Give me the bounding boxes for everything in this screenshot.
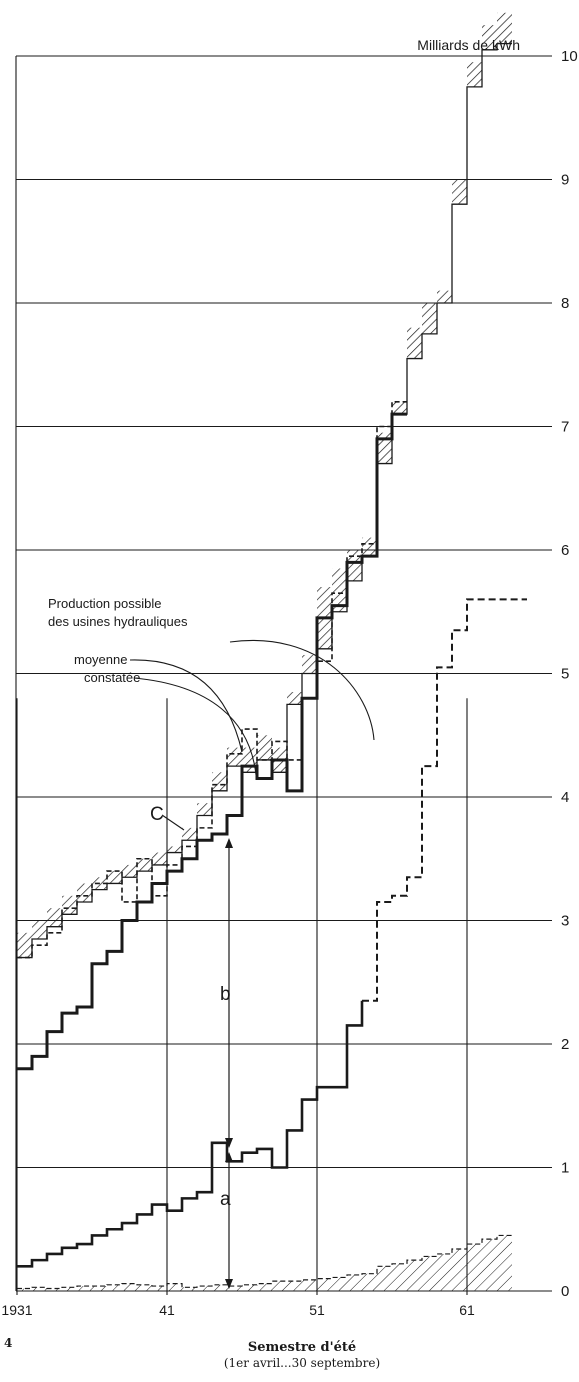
band-step-1940 — [152, 852, 167, 865]
x-tick-label-41: 41 — [159, 1302, 175, 1318]
tick-layer: 0 1 2 3 4 5 6 7 8 9 10 1931 41 51 61 — [1, 48, 577, 1318]
y-tick-label-5: 5 — [561, 666, 569, 683]
grid-layer — [15, 55, 552, 1295]
band-step-1959 — [437, 290, 452, 303]
band-step-1954 — [362, 537, 377, 557]
band-step-1942 — [182, 827, 197, 841]
band-step-1937 — [107, 871, 122, 884]
series-export-dashed — [362, 598, 527, 1002]
possible-production-band — [17, 12, 512, 959]
y-tick-label-7: 7 — [561, 419, 569, 436]
y-tick-label-3: 3 — [561, 913, 569, 930]
c-leader-line — [161, 814, 185, 831]
moyenne-label: moyenne — [74, 652, 127, 667]
bottom-hatch-fill — [17, 1235, 512, 1291]
label-a: a — [220, 1189, 231, 1210]
b-arrow-head-bottom — [225, 1138, 233, 1148]
x-tick-label-51: 51 — [309, 1302, 325, 1318]
series-constatee — [17, 412, 407, 1071]
band-step-1955 — [377, 432, 392, 464]
band-step-1939 — [137, 858, 152, 872]
band-step-1958 — [422, 303, 437, 334]
band-step-1956 — [392, 401, 407, 415]
band-step-1961 — [467, 62, 482, 87]
band-step-1963 — [497, 12, 512, 44]
band-step-1944 — [212, 772, 227, 791]
band-step-1950 — [302, 654, 317, 674]
moyenne-leader-arrow — [129, 659, 243, 753]
y-tick-label-10: 10 — [561, 48, 578, 65]
production-leader-arrow — [229, 639, 375, 741]
x-tick-label-1931: 1931 — [1, 1302, 32, 1318]
label-b: b — [220, 984, 231, 1005]
band-step-1957 — [407, 327, 422, 359]
band-step-1962 — [482, 25, 497, 50]
band-step-1934 — [62, 895, 77, 915]
band-step-1960 — [452, 179, 467, 205]
constatee-label: constatée — [84, 670, 140, 685]
series-moyenne — [17, 400, 407, 959]
band-step-1943 — [197, 803, 212, 816]
bottom-hatched-area — [17, 1234, 512, 1291]
x-axis-title: Semestre d'été — [248, 1340, 356, 1355]
a-arrow-head-top — [225, 1152, 233, 1162]
band-step-1935 — [77, 883, 92, 902]
b-arrow-head-top — [225, 838, 233, 848]
band-step-1945 — [227, 747, 242, 767]
band-step-1952 — [332, 568, 347, 612]
band-step-1941 — [167, 846, 182, 853]
band-step-1949 — [287, 692, 302, 705]
y-tick-label-0: 0 — [561, 1283, 569, 1300]
band-step-1953 — [347, 550, 362, 581]
annotation-layer: Milliards de kWh Production possible des… — [4, 37, 520, 1370]
y-tick-label-8: 8 — [561, 295, 569, 312]
production-title-line1: Production possible — [48, 596, 161, 611]
band-step-1931 — [17, 932, 32, 958]
y-axis-unit-label: Milliards de kWh — [417, 37, 520, 53]
band-step-1933 — [47, 908, 62, 927]
x-axis-subtitle: (1er avril...30 septembre) — [224, 1356, 380, 1370]
y-tick-label-6: 6 — [561, 542, 569, 559]
x-tick-label-61: 61 — [459, 1302, 475, 1318]
constatee-leader-arrow — [133, 677, 257, 776]
a-arrow-head-bottom — [225, 1279, 233, 1289]
y-tick-label-2: 2 — [561, 1036, 569, 1053]
y-tick-label-4: 4 — [561, 789, 569, 806]
band-step-1932 — [32, 920, 47, 940]
band-step-1938 — [122, 864, 137, 878]
series-export-solid — [17, 1000, 364, 1268]
band-step-1947 — [257, 735, 272, 760]
y-tick-label-1: 1 — [561, 1160, 569, 1177]
page-number: 4 — [4, 1336, 12, 1350]
label-c: C — [150, 804, 164, 825]
y-tick-label-9: 9 — [561, 172, 569, 189]
production-title-line2: des usines hydrauliques — [48, 614, 188, 629]
series-layer — [17, 400, 527, 1268]
band-lower-edge — [17, 43, 512, 959]
